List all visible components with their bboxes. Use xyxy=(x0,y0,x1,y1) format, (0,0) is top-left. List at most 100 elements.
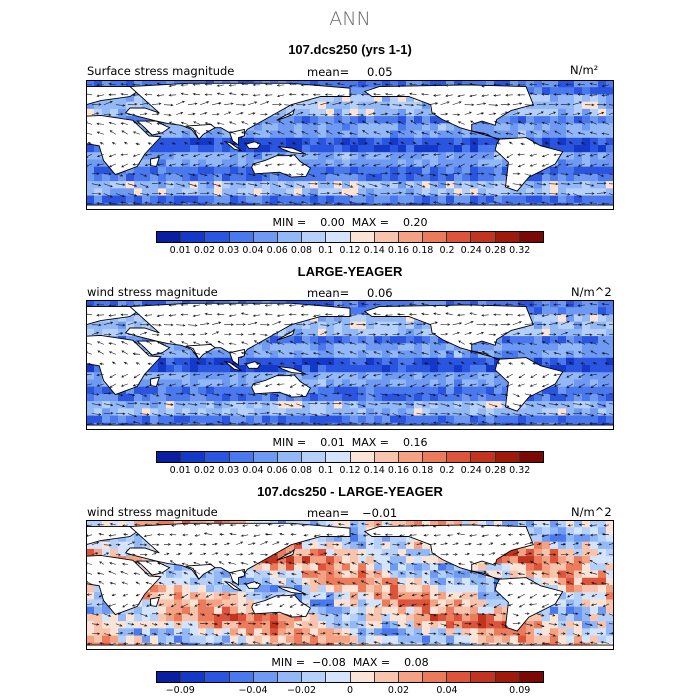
wind-vector xyxy=(404,322,415,326)
field-cell xyxy=(582,520,591,528)
field-cell xyxy=(422,152,431,160)
wind-vector xyxy=(493,83,501,87)
field-cell xyxy=(334,386,343,395)
field-cell xyxy=(254,563,263,571)
wind-vector xyxy=(565,153,574,158)
field-cell xyxy=(134,520,143,528)
field-cell xyxy=(310,123,319,131)
field-cell xyxy=(470,372,479,380)
field-cell xyxy=(398,328,407,337)
wind-vector xyxy=(517,83,525,87)
field-cell xyxy=(302,80,311,88)
wind-vector xyxy=(156,122,165,126)
field-cell xyxy=(238,357,247,366)
field-cell xyxy=(182,173,191,182)
field-cell xyxy=(294,570,303,579)
wind-vector xyxy=(601,163,610,167)
field-cell xyxy=(254,357,263,366)
wind-vector xyxy=(284,413,294,416)
field-cell xyxy=(470,577,479,586)
field-cell xyxy=(454,585,463,593)
field-cell xyxy=(86,585,95,593)
wind-vector xyxy=(373,351,381,355)
wind-vector xyxy=(229,383,237,388)
field-cell xyxy=(174,408,183,416)
field-cell xyxy=(190,592,199,600)
field-cell xyxy=(526,173,535,182)
field-cell xyxy=(326,585,335,593)
wind-vector xyxy=(336,153,345,157)
wind-vector xyxy=(216,131,225,135)
field-cell xyxy=(582,534,591,543)
wind-vector xyxy=(228,201,237,205)
field-cell xyxy=(158,415,167,424)
wind-vector xyxy=(548,393,557,396)
wind-vector xyxy=(433,383,441,387)
field-cell xyxy=(174,123,183,131)
wind-vector xyxy=(541,534,549,538)
field-cell xyxy=(342,116,351,124)
wind-vector xyxy=(433,534,441,537)
wind-vector xyxy=(457,121,465,125)
field-cell xyxy=(454,159,463,168)
wind-vector xyxy=(264,93,273,97)
field-cell xyxy=(134,635,143,644)
field-cell xyxy=(526,415,535,424)
field-cell xyxy=(550,137,559,146)
field-cell xyxy=(278,328,287,337)
field-cell xyxy=(358,386,367,395)
field-cell xyxy=(414,328,423,337)
field-cell xyxy=(446,401,455,409)
wind-vector xyxy=(120,153,128,156)
wind-vector xyxy=(536,412,547,416)
field-cell xyxy=(246,386,255,395)
field-cell xyxy=(446,137,455,146)
field-cell xyxy=(446,563,455,571)
field-cell xyxy=(334,130,343,139)
wind-vector xyxy=(122,524,128,527)
wind-vector xyxy=(452,183,463,186)
wind-vector xyxy=(168,314,177,317)
field-cell xyxy=(254,592,263,600)
field-cell xyxy=(558,372,567,380)
field-cell xyxy=(406,173,415,182)
field-cell xyxy=(558,570,567,579)
field-cell xyxy=(182,613,191,622)
field-cell xyxy=(574,357,583,366)
wind-vector xyxy=(524,173,533,177)
field-cell xyxy=(390,365,399,373)
wind-vector xyxy=(320,393,328,397)
wind-vector xyxy=(252,163,261,166)
field-cell xyxy=(526,336,535,344)
field-cell xyxy=(358,585,367,593)
field-cell xyxy=(398,365,407,373)
field-cell xyxy=(382,116,391,124)
wind-vector xyxy=(409,351,417,355)
wind-vector xyxy=(469,132,477,135)
field-cell xyxy=(382,101,391,110)
field-cell xyxy=(462,393,471,402)
field-cell xyxy=(190,357,199,366)
field-cell xyxy=(254,635,263,644)
field-cell xyxy=(526,393,535,402)
field-cell xyxy=(166,123,175,131)
field-cell xyxy=(566,621,575,629)
field-cell xyxy=(598,613,607,622)
field-cell xyxy=(342,123,351,131)
field-cell xyxy=(422,556,431,564)
field-cell xyxy=(486,159,495,168)
field-cell xyxy=(486,628,495,636)
field-cell xyxy=(350,556,359,564)
field-cell xyxy=(510,350,519,359)
field-cell xyxy=(366,621,375,629)
field-cell xyxy=(358,123,367,131)
wind-vector xyxy=(272,112,280,116)
colorbar-tick-label: 0.14 xyxy=(363,245,385,256)
field-cell xyxy=(134,415,143,424)
field-cell xyxy=(334,94,343,103)
field-cell xyxy=(582,87,591,95)
field-cell xyxy=(190,613,199,622)
field-cell xyxy=(390,321,399,330)
field-cell xyxy=(390,534,399,543)
field-cell xyxy=(558,137,567,146)
